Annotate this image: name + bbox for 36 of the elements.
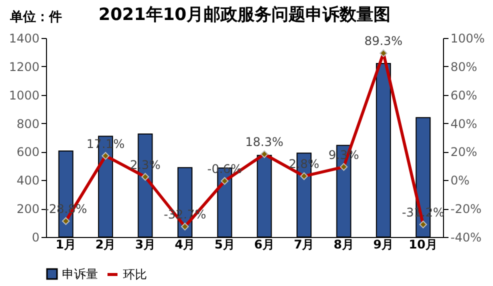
- y2-tick-label: -20%: [450, 202, 482, 216]
- y-tick-label: 1000: [8, 88, 40, 102]
- data-label: 2.3%: [130, 158, 160, 172]
- x-tick-label: 2月: [95, 238, 116, 252]
- data-label: 9.3%: [328, 148, 359, 162]
- data-label: 89.3%: [364, 34, 403, 48]
- data-label: -32.7%: [164, 208, 206, 222]
- text: 单位：件: [10, 9, 62, 26]
- y-tick-label: 400: [16, 174, 40, 188]
- x-tick-label: 6月: [254, 238, 275, 252]
- y-tick-label: 600: [16, 145, 40, 160]
- y-tick-label: 0: [32, 230, 40, 244]
- y2-tick-label: 40%: [450, 116, 478, 131]
- x-tick-label: 10月: [408, 238, 438, 252]
- data-label: 2.8%: [288, 157, 320, 172]
- y2-tick-label: 60%: [450, 88, 478, 102]
- y2-tick-label: -40%: [450, 230, 482, 244]
- legend-label: 申诉量: [62, 267, 98, 281]
- y2-tick-label: 100%: [450, 32, 485, 46]
- x-tick-label: 7月: [294, 238, 314, 252]
- x-tick-label: 1月: [56, 238, 76, 252]
- x-tick-label: 5月: [214, 238, 235, 252]
- chart-title: 2021年10月邮政服务问题申诉数量图: [98, 5, 390, 25]
- y-tick-label: 1200: [8, 60, 40, 74]
- y-tick-label: 1400: [8, 32, 40, 46]
- x-tick-label: 4月: [174, 238, 196, 252]
- y2-tick-label: 20%: [450, 145, 478, 160]
- data-label: 18.3%: [245, 135, 284, 150]
- y2-tick-label: 80%: [450, 60, 478, 74]
- y-tick-label: 200: [16, 202, 40, 216]
- x-tick-label: 9月: [373, 238, 394, 252]
- x-tick-label: 8月: [334, 238, 354, 252]
- y2-tick-label: 0%: [450, 174, 470, 188]
- y-tick-label: 800: [16, 116, 40, 131]
- x-tick-label: 3月: [135, 238, 156, 252]
- legend-label: 环比: [123, 268, 147, 282]
